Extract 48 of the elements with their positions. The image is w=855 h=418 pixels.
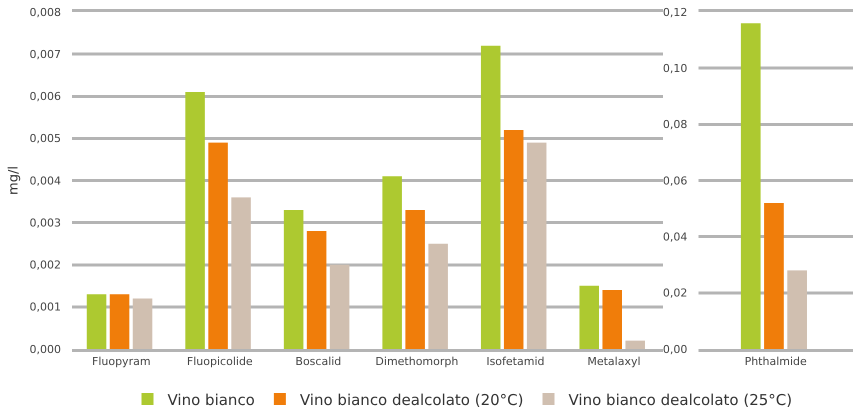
x-tick-label: Metalaxyl xyxy=(587,355,641,368)
y-tick-label: 0,005 xyxy=(30,132,61,146)
y-tick-label: 0,004 xyxy=(30,174,61,188)
bar xyxy=(602,290,622,349)
y-tick-label: 0,006 xyxy=(30,90,61,104)
bar xyxy=(185,92,205,349)
bar xyxy=(132,298,152,349)
x-tick-label: Fluopicolide xyxy=(186,355,253,368)
legend-label: Vino bianco xyxy=(168,390,255,409)
bar xyxy=(405,210,425,349)
y-tick-label: 0,002 xyxy=(30,258,61,272)
bar xyxy=(110,294,130,349)
y-tick-label: 0,04 xyxy=(662,230,688,244)
bar xyxy=(504,130,524,349)
bar xyxy=(284,210,304,349)
x-tick-label: Isofetamid xyxy=(486,355,544,368)
bar xyxy=(231,197,251,349)
y-tick-label: 0,06 xyxy=(662,174,688,188)
y-tick-label: 0,008 xyxy=(30,6,61,19)
legend-label: Vino bianco dealcolato (25°C) xyxy=(568,390,792,409)
bar xyxy=(330,264,350,349)
bar xyxy=(764,202,784,349)
y-axis-title: mg/l xyxy=(6,166,22,195)
bar xyxy=(86,294,106,349)
x-tick-label: Fluopyram xyxy=(92,355,151,368)
legend-label: Vino bianco dealcolato (20°C) xyxy=(300,390,524,409)
bar xyxy=(787,270,807,349)
x-tick-label: Boscalid xyxy=(295,355,342,368)
y-tick-label: 0,000 xyxy=(30,342,61,356)
bar xyxy=(428,244,448,349)
y-tick-label: 0,02 xyxy=(662,286,688,300)
bar xyxy=(480,46,500,349)
y-tick-label: 0,007 xyxy=(30,48,61,61)
bar xyxy=(625,340,645,349)
y-tick-label: 0,003 xyxy=(30,216,61,230)
y-tick-label: 0,10 xyxy=(662,62,688,76)
x-tick-label: Dimethomorph xyxy=(375,355,458,368)
y-tick-label: 0,12 xyxy=(662,6,688,19)
x-tick-label: Phthalmide xyxy=(744,355,808,368)
bar xyxy=(208,142,228,349)
bar xyxy=(579,286,599,349)
y-tick-label: 0,00 xyxy=(662,342,688,356)
bar xyxy=(740,23,761,349)
bar xyxy=(526,142,546,349)
bar xyxy=(382,176,402,349)
y-tick-label: 0,08 xyxy=(662,118,688,132)
y-tick-label: 0,001 xyxy=(30,300,61,314)
bar xyxy=(306,231,326,349)
